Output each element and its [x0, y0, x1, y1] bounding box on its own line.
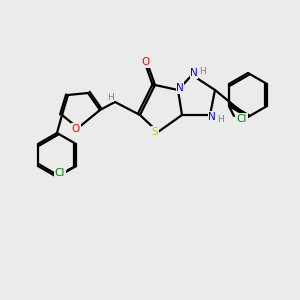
Text: N: N	[176, 83, 184, 93]
Text: O: O	[72, 124, 80, 134]
Text: Cl: Cl	[237, 114, 247, 124]
Text: N: N	[208, 112, 216, 122]
Text: Cl: Cl	[55, 168, 65, 178]
Text: H: H	[106, 92, 113, 101]
Text: H: H	[199, 68, 206, 76]
Text: N: N	[190, 68, 198, 78]
Text: H: H	[217, 116, 224, 124]
Text: O: O	[142, 57, 150, 67]
Text: S: S	[152, 127, 158, 137]
